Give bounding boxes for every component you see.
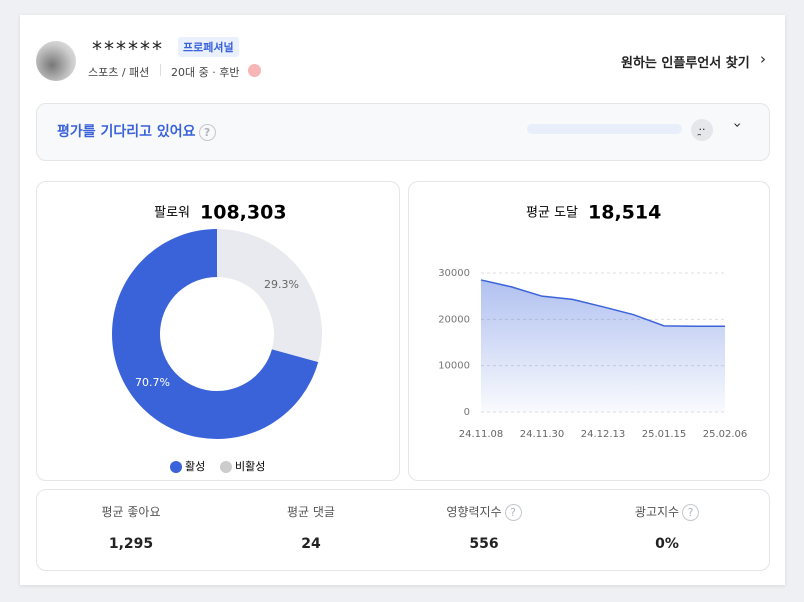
legend-swatch: [170, 461, 182, 473]
y-tick-label: 20000: [438, 314, 470, 325]
legend-label: 활성: [185, 459, 205, 473]
category: 스포츠 / 패션: [88, 66, 150, 79]
value-label: 29.3%: [264, 278, 299, 291]
x-tick-label: 24.11.08: [459, 429, 504, 440]
stat-label-text: 광고지수: [634, 505, 680, 519]
help-icon[interactable]: ?: [504, 504, 522, 521]
find-link[interactable]: 원하는 인플루언서 찾기: [621, 56, 750, 71]
stat-label: 평균 댓글: [231, 503, 391, 520]
age: 20대 중 · 후반: [171, 66, 240, 79]
help-icon[interactable]: ?: [198, 123, 216, 141]
x-tick-label: 25.01.15: [642, 429, 687, 440]
stat-label: 광고지수?: [587, 503, 747, 521]
y-tick-label: 10000: [438, 361, 470, 372]
legend-swatch: [220, 461, 232, 473]
chart-total: 18,514: [588, 202, 661, 224]
stat-label: 평균 좋아요: [51, 503, 211, 520]
help-icon[interactable]: ?: [682, 504, 700, 521]
evaluation-text: 평가를 기다리고 있어요: [57, 124, 196, 140]
profile-name: ******: [92, 37, 164, 61]
stat-label-text: 평균 댓글: [287, 505, 335, 519]
stat-value: 0%: [655, 536, 679, 552]
value-label: 70.7%: [135, 376, 170, 389]
avatar: [36, 41, 76, 81]
stat-label-text: 영향력지수: [446, 505, 502, 519]
divider: [160, 64, 161, 76]
chart-title: 팔로워: [154, 206, 190, 221]
gender-icon: [248, 64, 261, 77]
legend-label: 비활성: [235, 459, 265, 473]
y-tick-label: 30000: [438, 268, 470, 279]
donut-segment: [112, 229, 319, 439]
donut-segment: [217, 229, 322, 363]
stat-value: 1,295: [108, 536, 154, 552]
stats-panel: [36, 489, 770, 571]
card: ****** 프로페셔널 스포츠 / 패션 20대 중 · 후반 원하는 인플루…: [20, 15, 785, 585]
y-tick-label: 0: [464, 407, 470, 418]
stat-label: 영향력지수?: [404, 503, 564, 521]
stat-value: 24: [301, 536, 321, 552]
x-tick-label: 24.12.13: [581, 429, 626, 440]
x-tick-label: 24.11.30: [520, 429, 565, 440]
evaluation-panel[interactable]: 평가를 기다리고 있어요? ·̯· ›: [36, 103, 770, 161]
line: [480, 279, 725, 328]
chart-title: 평균 도달: [526, 206, 578, 221]
x-tick-label: 25.02.06: [703, 429, 748, 440]
stat-value: 556: [469, 536, 499, 552]
evaluation-title: 평가를 기다리고 있어요?: [57, 121, 216, 141]
face-icon: ·̯·: [691, 119, 713, 141]
stat-label-text: 평균 좋아요: [101, 505, 161, 519]
badge: 프로페셔널: [178, 37, 239, 57]
chart-total: 108,303: [200, 202, 287, 224]
chevron: ›: [760, 50, 766, 68]
progress-bar: [527, 124, 682, 134]
area: [481, 279, 725, 412]
